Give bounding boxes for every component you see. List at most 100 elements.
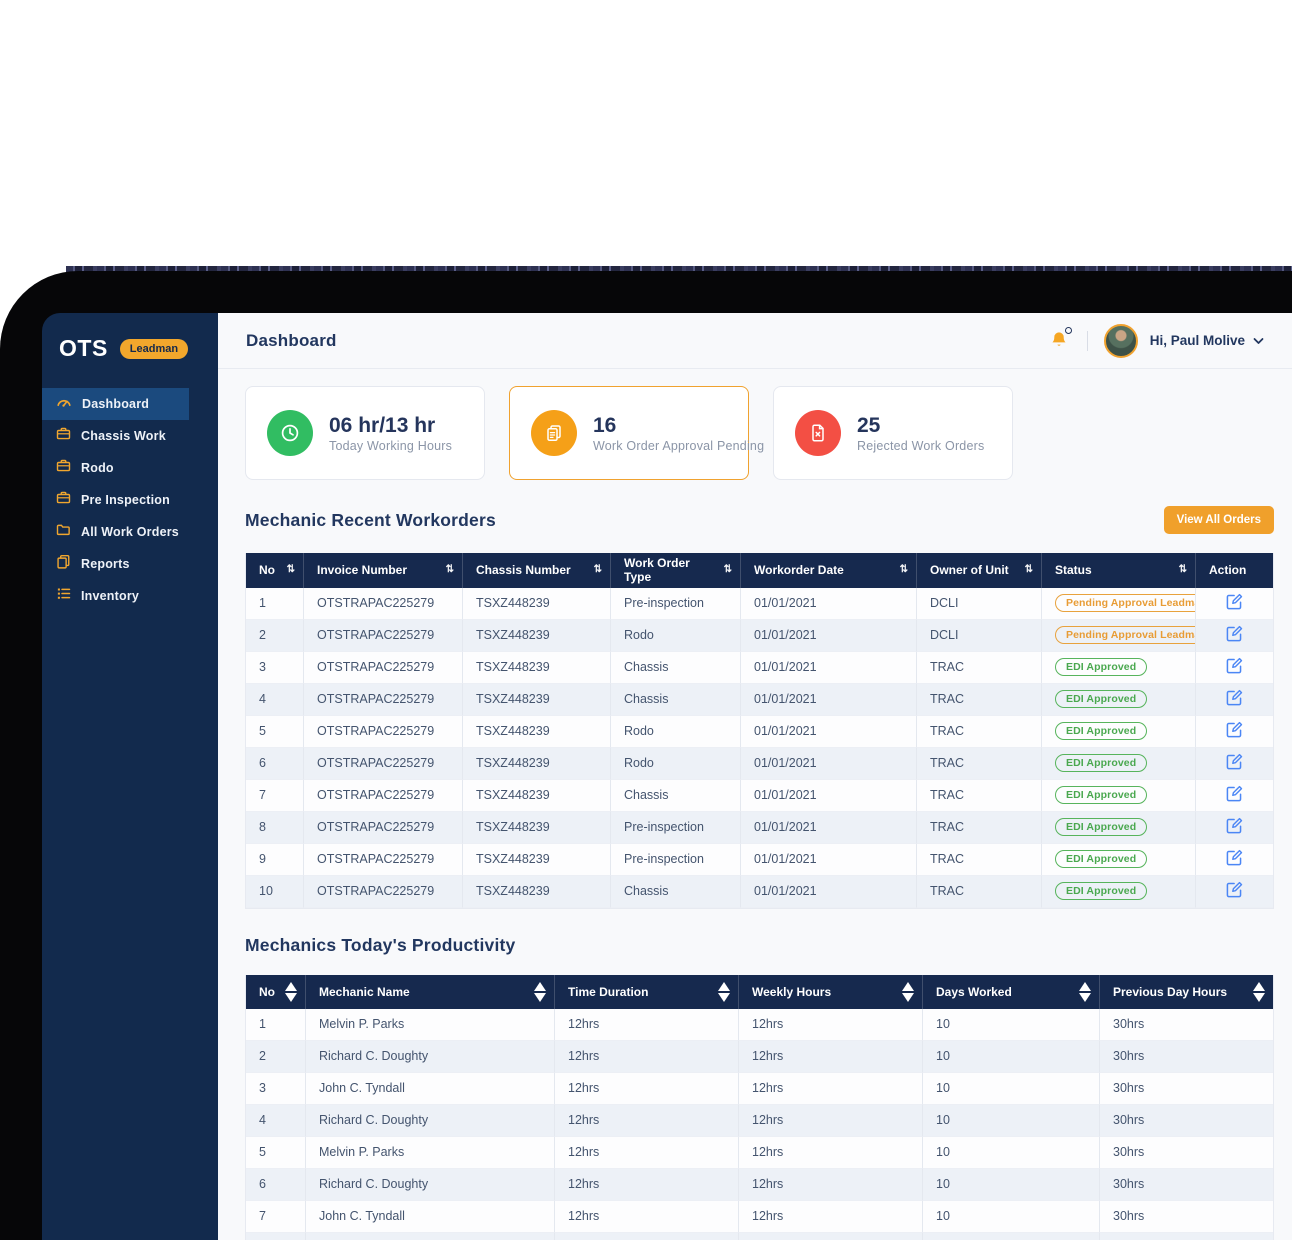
workorders-title: Mechanic Recent Workorders [245,509,496,530]
edit-button[interactable] [1196,620,1273,652]
table-row: 3 OTSTRAPAC225279 TSXZ448239 Chassis 01/01/2… [246,651,1273,684]
table-cell: John C. Tyndall [306,1072,555,1105]
edit-icon [1226,753,1243,773]
table-cell: 12hrs [739,1072,923,1105]
table-cell: TSXZ448239 [463,683,611,716]
sidebar-item-dashboard[interactable]: Dashboard [42,388,189,420]
status-cell: EDI Approved [1042,715,1196,748]
workorders-table-header: No ⇅ Invoice Number ⇅ Chassis Number ⇅ Work… [246,553,1273,588]
avatar[interactable] [1103,323,1138,358]
table-cell: 10 [923,1168,1100,1201]
productivity-table-body: 1 Melvin P. Parks 12hrs 12hrs 10 30hrs 2 Richar… [246,1008,1273,1240]
workorders-section-head: Mechanic Recent Workorders View All Orde… [245,506,1274,534]
table-cell: 01/01/2021 [741,587,917,620]
folder-icon [56,522,71,542]
column-header-invoice-number[interactable]: Invoice Number ⇅ [304,553,463,588]
edit-button[interactable] [1196,748,1273,780]
table-cell: 10 [923,1040,1100,1073]
view-all-orders-button[interactable]: View All Orders [1163,506,1274,534]
table-cell: TSXZ448239 [463,811,611,844]
column-header-previous-day-hours[interactable]: Previous Day Hours [1100,975,1273,1009]
table-cell: 3 [246,651,304,684]
column-header-weekly-hours[interactable]: Weekly Hours [739,974,923,1009]
column-header-no[interactable]: No [246,974,306,1009]
table-row: 10 OTSTRAPAC225279 TSXZ448239 Chassis 01/01/… [246,875,1273,908]
table-cell: Melvin P. Parks [306,1008,555,1041]
edit-button[interactable] [1196,876,1273,908]
clock-icon [267,410,313,456]
table-cell: TSXZ448239 [463,843,611,876]
edit-button[interactable] [1196,716,1273,748]
status-cell: EDI Approved [1042,747,1196,780]
document-x-icon [795,410,841,456]
sidebar-item-chassis-work[interactable]: Chassis Work [42,420,189,452]
column-header-status[interactable]: Status ⇅ [1042,553,1196,588]
status-badge: EDI Approved [1055,658,1148,677]
stat-card-working-hours[interactable]: 06 hr/13 hr Today Working Hours [245,386,485,480]
reports-icon [56,554,71,574]
table-cell: DCLI [917,587,1042,620]
stat-card-rejected-orders[interactable]: 25 Rejected Work Orders [773,386,1013,480]
column-header-no[interactable]: No ⇅ [246,553,304,588]
column-header-chassis-number[interactable]: Chassis Number ⇅ [463,553,611,588]
edit-icon [1226,817,1243,837]
table-cell: 30hrs [1100,1233,1273,1240]
column-header-days-worked[interactable]: Days Worked [923,974,1100,1009]
edit-button[interactable] [1196,780,1273,812]
chevron-down-icon[interactable] [1253,337,1264,345]
table-cell: Chassis [611,683,741,716]
sidebar-item-all-work-orders[interactable]: All Work Orders [42,516,189,548]
table-cell: 12hrs [739,1008,923,1041]
table-cell: 2 [246,619,304,652]
column-header-workorder-date[interactable]: Workorder Date ⇅ [741,553,917,588]
user-greeting[interactable]: Hi, Paul Molive [1149,333,1245,348]
table-cell: 1 [246,1008,306,1041]
sidebar-item-rodo[interactable]: Rodo [42,452,189,484]
edit-icon [1226,625,1243,645]
column-header-owner-of-unit[interactable]: Owner of Unit ⇅ [917,553,1042,588]
table-row: 4 Richard C. Doughty 12hrs 12hrs 10 30hrs [246,1104,1273,1137]
stat-value: 16 [593,413,617,437]
stat-value: 06 hr/13 hr [329,413,436,437]
column-header-work-order-type[interactable]: Work Order Type ⇅ [611,553,741,588]
notification-bell-icon[interactable] [1049,326,1072,352]
edit-button[interactable] [1196,812,1273,844]
table-cell: 12hrs [739,1040,923,1073]
table-cell: TSXZ448239 [463,715,611,748]
edit-button[interactable] [1196,844,1273,876]
sidebar-item-label: Dashboard [82,397,150,411]
table-cell: Richard C. Doughty [306,1104,555,1137]
table-cell: 9 [246,843,304,876]
table-cell: John C. Tyndall [306,1200,555,1233]
status-badge: Pending Approval Leadman [1055,594,1195,613]
table-cell: OTSTRAPAC225279 [304,587,463,620]
column-header-mechanic-name[interactable]: Mechanic Name [306,974,555,1009]
table-cell: TRAC [917,779,1042,812]
sidebar-item-reports[interactable]: Reports [42,548,189,580]
column-header-time-duration[interactable]: Time Duration [555,974,739,1009]
notification-dot [1064,326,1072,334]
table-cell: Rodo [611,619,741,652]
sidebar-item-pre-inspection[interactable]: Pre Inspection [42,484,189,516]
workorders-table-body: 1 OTSTRAPAC225279 TSXZ448239 Pre-inspection… [246,587,1273,908]
table-row: 6 OTSTRAPAC225279 TSXZ448239 Rodo 01/01/2021… [246,747,1273,780]
sidebar-item-inventory[interactable]: Inventory [42,580,189,612]
sidebar-item-label: All Work Orders [81,525,179,539]
stat-card-approval-pending[interactable]: 16 Work Order Approval Pending [509,386,764,480]
table-cell: 12hrs [555,1200,739,1233]
table-row: 3 John C. Tyndall 12hrs 12hrs 10 30hrs [246,1072,1273,1105]
table-row: 4 OTSTRAPAC225279 TSXZ448239 Chassis 01/01/2… [246,683,1273,716]
sort-icon [902,981,914,1002]
table-cell: OTSTRAPAC225279 [304,811,463,844]
status-cell: EDI Approved [1042,843,1196,876]
table-cell: 12hrs [739,1104,923,1137]
edit-button[interactable] [1196,588,1273,620]
table-cell: Pre-inspection [611,843,741,876]
table-cell: 30hrs [1100,1105,1273,1137]
sidebar: OTS Leadman Dashboard Chassis Work [42,313,218,1240]
content: 06 hr/13 hr Today Working Hours 16 Work … [218,369,1292,1240]
edit-button[interactable] [1196,684,1273,716]
edit-button[interactable] [1196,652,1273,684]
table-cell: TSXZ448239 [463,619,611,652]
